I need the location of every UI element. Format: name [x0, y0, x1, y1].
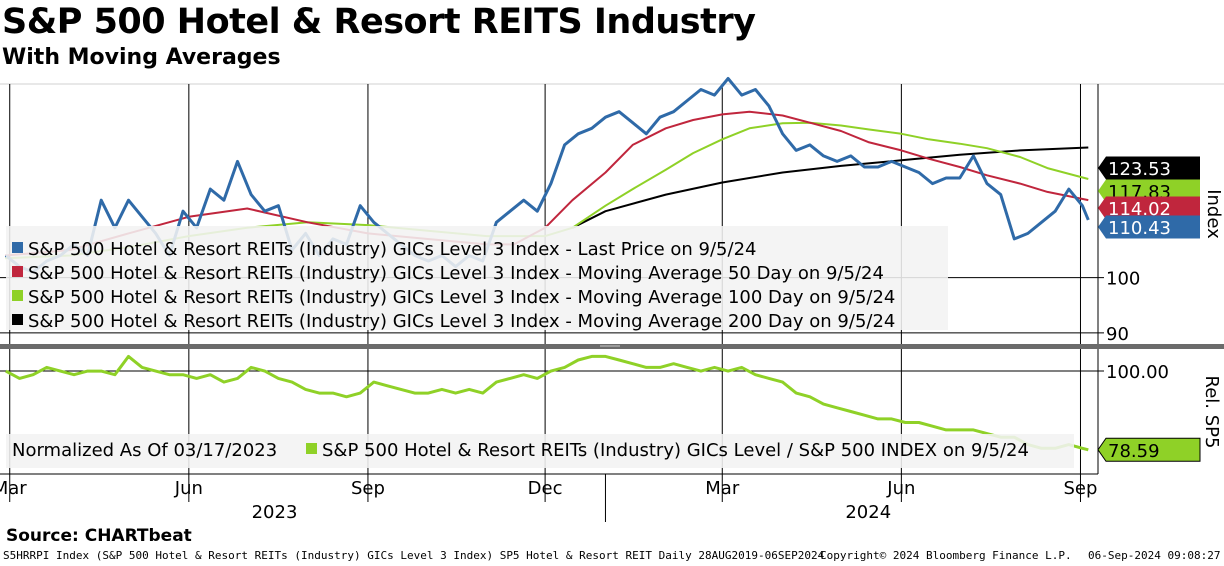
legend-swatch-ma200	[12, 314, 23, 325]
value-tag-label-last-price: 110.43	[1108, 218, 1171, 239]
legend-entry-ma200: S&P 500 Hotel & Resort REITs (Industry) …	[28, 311, 895, 332]
series-line-ma200	[571, 146, 1089, 229]
lower-axis-title: Rel. SP5	[1201, 376, 1222, 449]
legend-swatch-last-price	[12, 242, 23, 253]
x-tick-label: Mar	[705, 478, 740, 499]
legend-swatch-ma50	[12, 266, 23, 277]
x-axis-labels: Mar Jun Sep Dec Mar Jun Sep 2023 2024	[0, 474, 1097, 523]
chart-subtitle: With Moving Averages	[2, 45, 281, 70]
x-tick-label: Sep	[1064, 478, 1098, 499]
legend-entry-last-price: S&P 500 Hotel & Resort REITs (Industry) …	[28, 239, 756, 260]
series-line-relative	[5, 354, 1089, 452]
year-label: 2023	[252, 502, 298, 523]
series-line-ma50	[5, 110, 1089, 257]
series-line-last-price	[4, 77, 1090, 274]
value-tag-ma200	[1098, 156, 1200, 180]
footer-copyright: Copyright© 2024 Bloomberg Finance L.P.	[820, 549, 1072, 562]
value-tag-label-ma50: 114.02	[1108, 199, 1171, 220]
value-tag-last-price	[1098, 215, 1200, 239]
value-tag-relative	[1097, 437, 1201, 462]
lower-legend-box	[6, 434, 1074, 468]
upper-y-tick-label: 100	[1106, 269, 1140, 290]
upper-axis-title: Index	[1203, 189, 1224, 239]
value-tag-label-relative: 78.59	[1108, 441, 1160, 462]
value-tag-ma50	[1098, 196, 1200, 220]
x-tick-label: Jun	[174, 478, 203, 499]
footer-ticker: S5HRRPI Index (S&P 500 Hotel & Resort RE…	[3, 549, 825, 562]
series-line-ma100	[5, 121, 1089, 260]
upper-series-group	[4, 77, 1090, 274]
value-tag-label-ma200: 123.53	[1108, 159, 1171, 180]
legend-swatch-ma100	[12, 290, 23, 301]
upper-legend-box	[6, 226, 948, 330]
source-note: Source: CHARTbeat	[6, 526, 192, 546]
x-tick-label: Dec	[528, 478, 563, 499]
chart-title: S&P 500 Hotel & Resort REITS Industry	[2, 2, 756, 42]
lower-series-group	[5, 354, 1089, 452]
lower-legend-normalized: Normalized As Of 03/17/2023	[12, 440, 277, 461]
legend-entry-relative: S&P 500 Hotel & Resort REITs (Industry) …	[322, 440, 1029, 461]
footer-timestamp: 06-Sep-2024 09:08:27	[1088, 549, 1221, 562]
legend-entry-ma50: S&P 500 Hotel & Resort REITs (Industry) …	[28, 263, 884, 284]
year-label: 2024	[845, 502, 891, 523]
lower-y-tick-label: 100.00	[1106, 362, 1169, 383]
legend-entry-ma100: S&P 500 Hotel & Resort REITs (Industry) …	[28, 287, 895, 308]
x-tick-label: Jun	[886, 478, 915, 499]
legend-swatch-relative	[306, 443, 317, 454]
x-tick-label: Mar	[0, 478, 27, 499]
upper-y-tick-label: 90	[1106, 324, 1129, 345]
x-tick-label: Sep	[351, 478, 385, 499]
